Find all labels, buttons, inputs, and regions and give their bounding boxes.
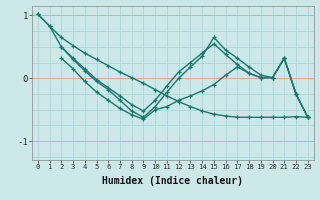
X-axis label: Humidex (Indice chaleur): Humidex (Indice chaleur) (102, 176, 243, 186)
